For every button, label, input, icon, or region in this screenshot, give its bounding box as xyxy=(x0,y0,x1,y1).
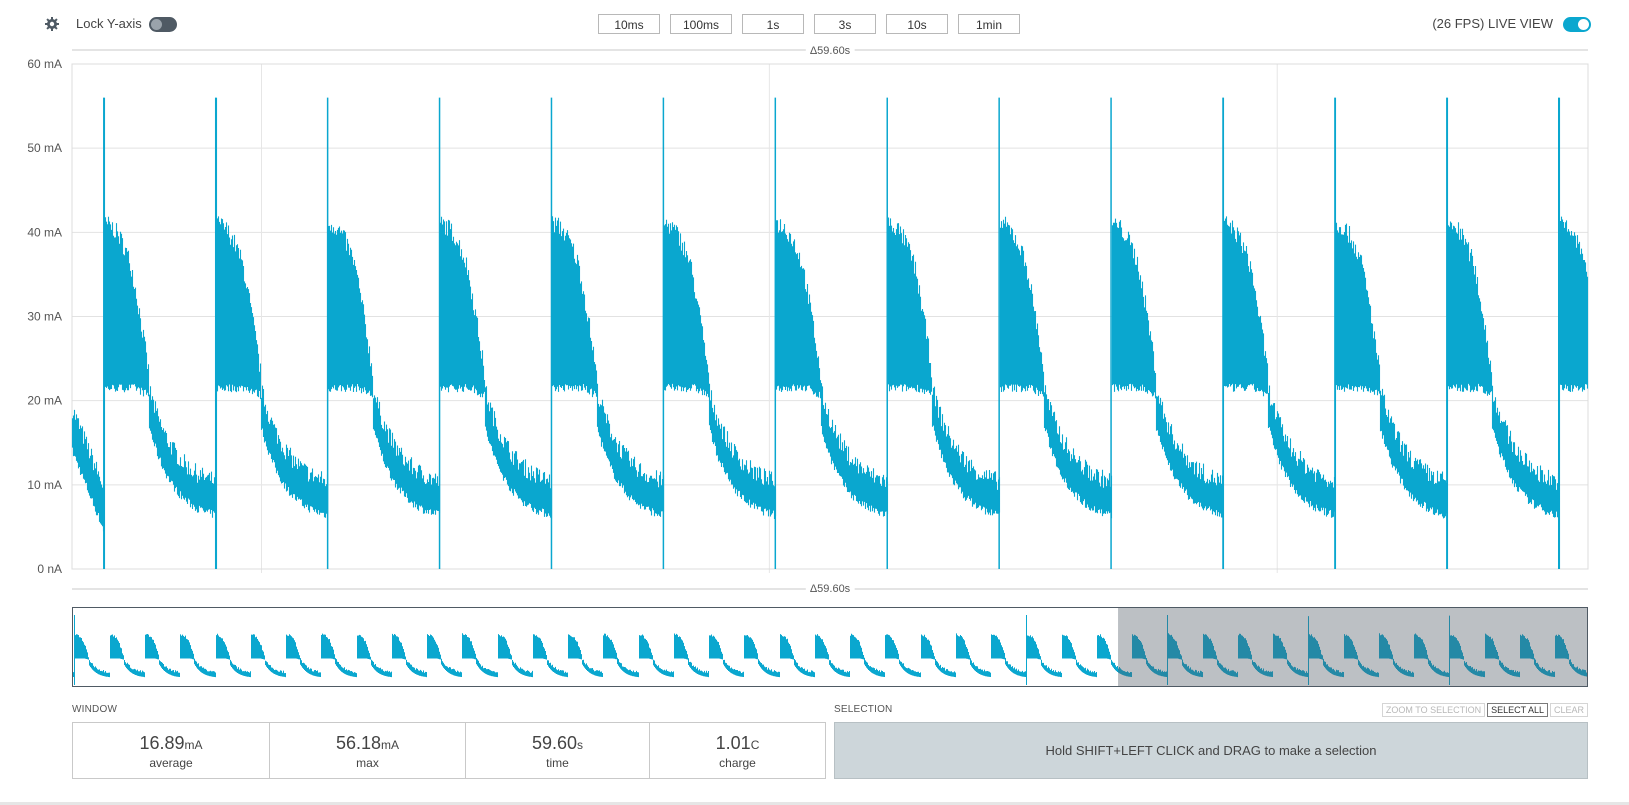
delta-ruler-bottom: Δ59.60s xyxy=(72,583,1588,595)
lock-y-axis-label: Lock Y-axis xyxy=(76,16,142,31)
stat-max-label: max xyxy=(356,756,379,770)
bottom-divider xyxy=(0,802,1629,805)
stat-time-unit: s xyxy=(577,738,584,752)
select-all-button[interactable]: SELECT ALL xyxy=(1487,703,1548,717)
time-window-3s-button[interactable]: 3s xyxy=(814,14,876,34)
current-chart[interactable]: Δ59.60s 0 nA 10 mA 20 mA 30 mA 40 mA 50 mA 60 m… xyxy=(0,44,1629,604)
zoom-to-selection-button[interactable]: ZOOM TO SELECTION xyxy=(1381,703,1486,717)
clear-selection-button[interactable]: CLEAR xyxy=(1549,703,1588,717)
lock-y-axis-toggle[interactable] xyxy=(149,17,177,32)
y-tick-label: 50 mA xyxy=(27,141,62,155)
toggle-knob xyxy=(151,19,162,30)
y-tick-label: 0 nA xyxy=(37,562,62,576)
selection-buttons: ZOOM TO SELECTION SELECT ALL CLEAR xyxy=(1380,703,1588,717)
y-tick-label: 60 mA xyxy=(27,57,62,71)
minimap-viewport-handle[interactable] xyxy=(1118,608,1587,686)
stat-charge: 1.01C charge xyxy=(649,723,825,778)
toggle-knob xyxy=(1578,19,1589,30)
selection-section-label: SELECTION xyxy=(834,704,893,715)
chart-grid: 0 nA 10 mA 20 mA 30 mA 40 mA 50 mA 60 mA xyxy=(27,57,1589,576)
time-window-100ms-button[interactable]: 100ms xyxy=(670,14,732,34)
y-tick-label: 10 mA xyxy=(27,478,62,492)
window-stats-panel: 16.89mA average 56.18mA max 59.60s time … xyxy=(72,722,826,779)
stat-charge-value: 1.01 xyxy=(715,733,751,753)
stat-max-unit: mA xyxy=(381,738,400,752)
time-window-10ms-button[interactable]: 10ms xyxy=(598,14,660,34)
stat-time-label: time xyxy=(546,756,569,770)
delta-top-label: Δ59.60s xyxy=(810,45,851,57)
delta-label-bg xyxy=(805,583,855,595)
live-view-label: (26 FPS) LIVE VIEW xyxy=(1432,16,1553,31)
stat-charge-label: charge xyxy=(719,756,756,770)
time-window-1s-button[interactable]: 1s xyxy=(742,14,804,34)
stat-max: 56.18mA max xyxy=(269,723,465,778)
delta-label-bg xyxy=(805,45,855,57)
window-section-label: WINDOW xyxy=(72,704,118,715)
stat-max-value: 56.18 xyxy=(335,733,382,753)
y-tick-label: 40 mA xyxy=(27,225,62,239)
time-window-1min-button[interactable]: 1min xyxy=(958,14,1020,34)
time-window-10s-button[interactable]: 10s xyxy=(886,14,948,34)
selection-hint: Hold SHIFT+LEFT CLICK and DRAG to make a… xyxy=(834,722,1588,779)
y-tick-label: 30 mA xyxy=(27,310,62,324)
stat-average-unit: mA xyxy=(184,738,203,752)
delta-bottom-label: Δ59.60s xyxy=(810,583,851,595)
stat-time: 59.60s time xyxy=(465,723,649,778)
stat-average: 16.89mA average xyxy=(73,723,269,778)
minimap-overview[interactable] xyxy=(72,607,1588,687)
live-view-toggle[interactable] xyxy=(1563,17,1591,32)
delta-ruler-top: Δ59.60s xyxy=(72,45,1588,57)
stat-charge-unit: C xyxy=(750,738,760,752)
current-trace xyxy=(71,97,1589,569)
settings-gear-icon[interactable] xyxy=(44,16,60,32)
stat-average-value: 16.89 xyxy=(139,733,185,753)
trace-path xyxy=(71,97,1589,569)
stat-time-value: 59.60 xyxy=(531,733,578,753)
stat-average-label: average xyxy=(149,756,193,770)
minimap-trace xyxy=(73,615,1587,685)
y-tick-label: 20 mA xyxy=(27,394,62,408)
minimap-trace-path xyxy=(73,615,1587,685)
